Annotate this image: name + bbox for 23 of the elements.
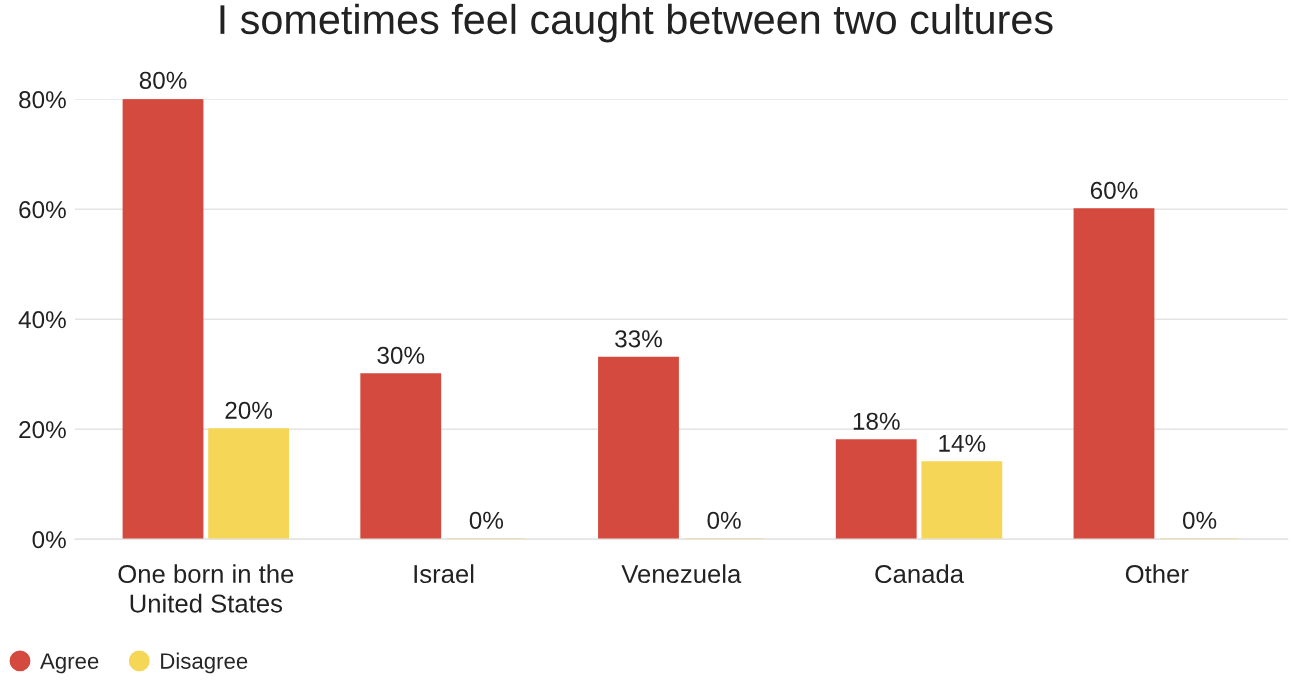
data-label: 0%: [707, 511, 741, 529]
data-label: 20%: [225, 401, 273, 419]
data-label: 33%: [615, 330, 662, 348]
x-tick-label: Canada: [875, 564, 965, 584]
legend-label: Agree: [40, 653, 99, 674]
legend-label: Disagree: [161, 652, 248, 674]
y-tick-label: 40%: [18, 311, 66, 329]
y-tick-label: 20%: [19, 421, 66, 439]
chart-title: I sometimes feel caught between two cultures: [220, 3, 1053, 43]
x-tick-label: Israel: [414, 564, 474, 584]
data-label: 30%: [377, 346, 425, 364]
data-label: 18%: [853, 412, 900, 430]
data-label: 80%: [139, 71, 187, 89]
x-tick-label: Other: [1125, 564, 1189, 584]
x-tick-label: One born in the United States: [118, 564, 294, 613]
y-tick-label: 80%: [19, 91, 66, 109]
x-tick-label: Venezuela: [621, 564, 742, 584]
data-label: 0%: [469, 511, 504, 529]
y-tick-label: 0%: [32, 531, 66, 549]
data-label: 60%: [1090, 181, 1138, 199]
data-label: 14%: [939, 434, 986, 452]
y-tick-label: 60%: [19, 201, 66, 219]
data-label: 0%: [1182, 511, 1217, 529]
